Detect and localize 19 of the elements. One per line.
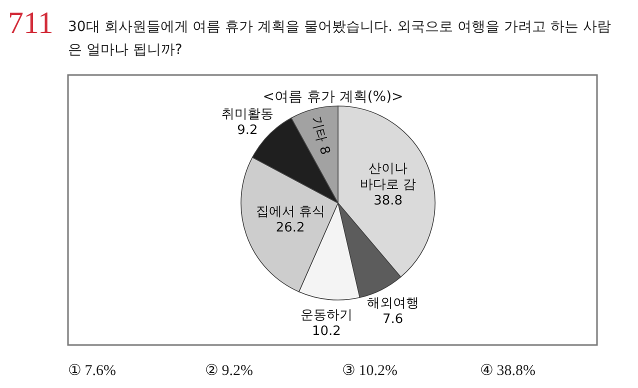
text: 711	[8, 5, 54, 40]
text: ① 7.6%	[68, 363, 116, 379]
data-label: 38.8	[374, 194, 403, 209]
slice-label: 취미활동	[221, 106, 274, 122]
slice-label: 집에서 휴식	[256, 204, 325, 220]
slice-label: 산이나 바다로 감	[360, 162, 416, 193]
text: ③ 10.2%	[342, 363, 398, 379]
data-label: 26.2	[276, 220, 305, 236]
data-label: 8	[316, 144, 333, 156]
slice-label: 운동하기	[300, 308, 352, 323]
slice-label: 해외여행	[366, 296, 419, 312]
text: ② 9.2%	[205, 363, 253, 379]
chart-title: <여름 휴가 계획(%)>	[262, 89, 404, 105]
text: 30대 회사원들에게 여름 휴가 계획을 물어봤습니다. 외국으로 여행을 가려고 하는 사람은 얼마나 됩니까?	[68, 18, 612, 60]
text: ④ 38.8%	[480, 363, 536, 379]
data-label: 9.2	[237, 122, 258, 138]
slice-label: 기타	[308, 114, 330, 144]
data-label: 7.6	[382, 312, 404, 328]
data-label: 10.2	[312, 324, 341, 339]
